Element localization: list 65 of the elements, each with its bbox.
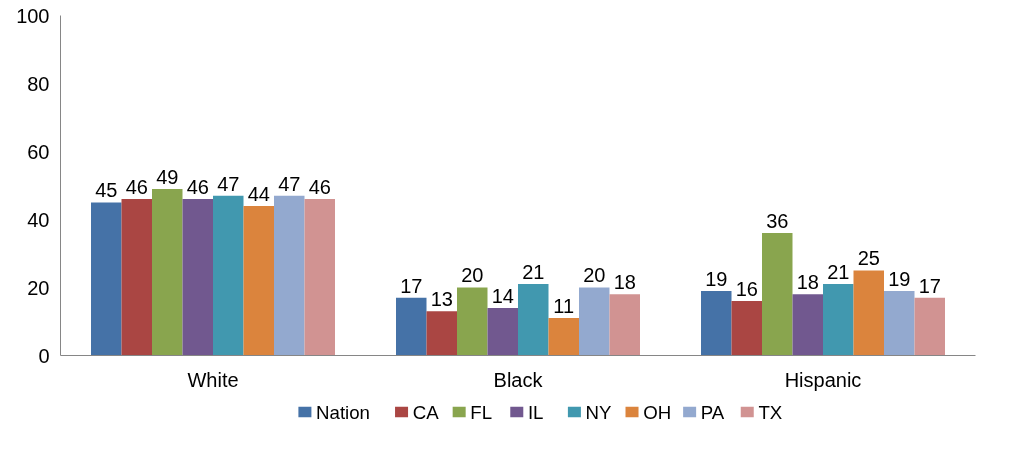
data-label: 17: [918, 274, 941, 297]
bar: [487, 307, 518, 356]
x-tick-label: White: [187, 368, 239, 391]
bar: [731, 301, 762, 356]
legend-label: NY: [585, 401, 613, 423]
bar: [152, 188, 183, 356]
data-label: 36: [766, 210, 789, 232]
data-label: 46: [186, 176, 209, 198]
data-label: 47: [278, 172, 301, 195]
bar: [213, 195, 244, 356]
data-label: 19: [888, 267, 911, 290]
data-label: 46: [125, 176, 148, 198]
legend-label: TX: [758, 401, 783, 423]
data-label: 17: [400, 274, 423, 297]
data-label: 44: [247, 182, 270, 205]
bar: [121, 199, 152, 356]
legend-label: FL: [470, 401, 493, 423]
data-label: 18: [796, 271, 819, 294]
bar: [457, 287, 488, 356]
legend-label: IL: [527, 401, 544, 423]
bar: [91, 202, 122, 356]
bar: [823, 284, 854, 356]
data-label: 14: [491, 284, 514, 307]
bar: [701, 290, 732, 356]
legend-label: CA: [412, 401, 440, 423]
legend-label: OH: [643, 401, 672, 423]
bar: [182, 199, 213, 356]
bar: [914, 297, 945, 356]
data-label: 21: [522, 261, 545, 283]
bar: [762, 233, 793, 356]
data-label: 19: [705, 267, 728, 290]
data-label: 20: [461, 264, 484, 287]
legend-label: Nation: [316, 401, 370, 423]
bar: [609, 294, 640, 356]
bar: [243, 205, 274, 356]
y-tick-label: 40: [27, 208, 50, 231]
bar: [274, 195, 305, 356]
data-label: 13: [430, 288, 453, 311]
bar: [426, 311, 457, 356]
bar: [853, 270, 884, 356]
y-tick-label: 100: [16, 4, 50, 27]
data-label: 46: [308, 176, 331, 198]
data-label: 25: [857, 247, 880, 270]
x-tick-label: Hispanic: [784, 368, 862, 391]
data-label: 21: [827, 261, 850, 283]
bar: [579, 287, 610, 356]
data-label: 11: [553, 295, 575, 317]
data-label: 16: [735, 278, 758, 300]
legend-label: PA: [700, 401, 725, 423]
bar: [518, 284, 549, 356]
bar: [548, 318, 579, 356]
x-tick-label: Black: [493, 368, 544, 391]
bar: [884, 290, 915, 356]
y-tick-label: 20: [27, 276, 50, 299]
data-label: 49: [156, 165, 179, 188]
data-label: 47: [217, 172, 240, 195]
bar: [792, 294, 823, 356]
y-tick-label: 60: [27, 140, 50, 163]
data-label: 45: [95, 179, 118, 202]
y-tick-label: 0: [38, 344, 50, 367]
bar: [396, 297, 427, 356]
data-label: 18: [613, 271, 636, 294]
y-tick-label: 80: [27, 72, 50, 95]
bar: [304, 199, 335, 356]
data-label: 20: [583, 264, 606, 287]
